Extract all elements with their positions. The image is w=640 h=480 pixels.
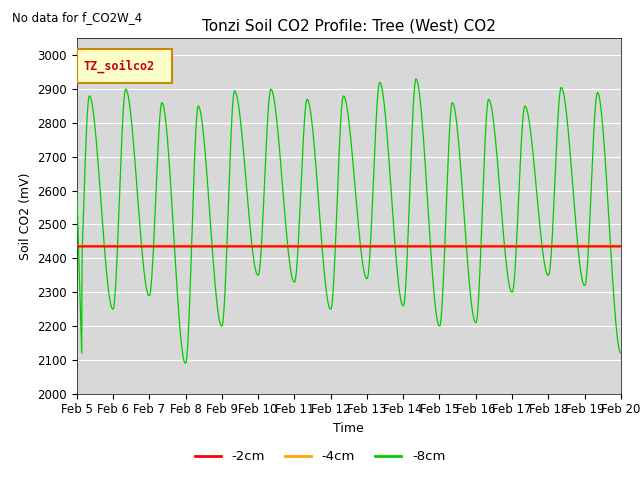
- Text: No data for f_CO2W_4: No data for f_CO2W_4: [12, 11, 141, 24]
- -8cm: [73, 188, 81, 193]
- -2cm: [504, 243, 512, 249]
- -8cm: [255, 270, 263, 276]
- -2cm: [194, 243, 202, 249]
- -8cm: [505, 280, 513, 286]
- -4cm: [180, 243, 188, 249]
- -4cm: [73, 243, 81, 249]
- -8cm: [617, 350, 625, 356]
- -8cm: [412, 76, 420, 82]
- -2cm: [73, 243, 81, 249]
- -8cm: [195, 103, 202, 109]
- Line: -8cm: -8cm: [77, 79, 621, 363]
- -2cm: [552, 243, 560, 249]
- Legend: -2cm, -4cm, -8cm: -2cm, -4cm, -8cm: [189, 445, 451, 468]
- -8cm: [434, 320, 442, 326]
- -4cm: [433, 243, 441, 249]
- -4cm: [552, 243, 560, 249]
- -2cm: [617, 243, 625, 249]
- -2cm: [433, 243, 441, 249]
- -2cm: [255, 243, 262, 249]
- -4cm: [194, 243, 202, 249]
- -8cm: [553, 134, 561, 140]
- -4cm: [504, 243, 512, 249]
- X-axis label: Time: Time: [333, 422, 364, 435]
- Y-axis label: Soil CO2 (mV): Soil CO2 (mV): [19, 172, 32, 260]
- Title: Tonzi Soil CO2 Profile: Tree (West) CO2: Tonzi Soil CO2 Profile: Tree (West) CO2: [202, 18, 496, 33]
- FancyBboxPatch shape: [77, 49, 172, 83]
- Text: TZ_soilco2: TZ_soilco2: [83, 60, 155, 73]
- -8cm: [180, 360, 188, 365]
- -8cm: [182, 360, 189, 366]
- -4cm: [617, 243, 625, 249]
- -4cm: [255, 243, 262, 249]
- -2cm: [180, 243, 188, 249]
